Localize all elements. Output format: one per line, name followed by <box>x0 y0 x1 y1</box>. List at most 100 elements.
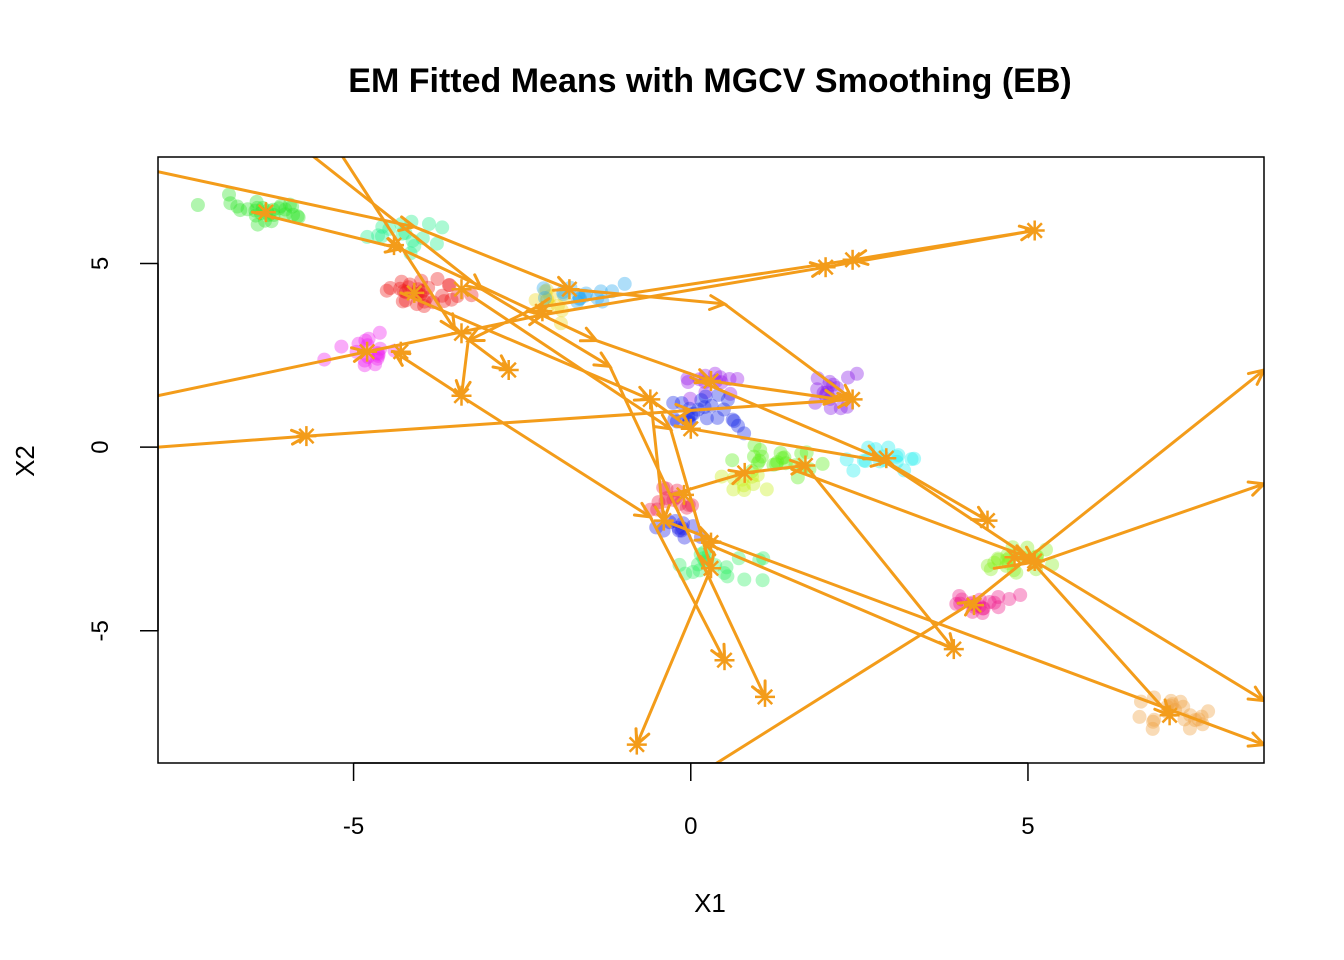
data-point-cluster-10 <box>846 463 861 478</box>
arrow-head <box>464 273 485 292</box>
data-point-cluster-1 <box>278 202 293 217</box>
y-axis-label: X2 <box>10 445 40 477</box>
fitted-mean-marker <box>626 734 647 755</box>
data-point-cluster-2 <box>407 239 422 253</box>
arrow-head <box>592 351 613 369</box>
fitted-mean-markers <box>255 202 1180 755</box>
data-point-cluster-12 <box>736 478 751 493</box>
fitted-mean-marker <box>451 279 472 300</box>
data-point-cluster-12 <box>737 483 752 497</box>
fitted-mean-marker <box>653 510 674 531</box>
data-point-cluster-9 <box>810 382 825 397</box>
fitted-mean-marker <box>451 385 472 406</box>
data-point-cluster-2 <box>375 229 389 244</box>
data-point-cluster-15 <box>755 573 770 588</box>
data-point-cluster-15 <box>720 569 735 584</box>
data-point-cluster-4 <box>557 289 572 304</box>
fitted-mean-marker <box>1004 547 1025 568</box>
mean-path-3 <box>158 397 855 449</box>
data-point-cluster-5 <box>617 276 632 291</box>
x-tick-label: 0 <box>684 813 697 840</box>
arrow-head <box>708 294 728 311</box>
fitted-mean-paths <box>158 157 1264 763</box>
x-axis: -5 0 5 <box>343 762 1035 840</box>
fitted-mean-marker <box>842 389 863 410</box>
data-point-cluster-8 <box>699 411 714 426</box>
data-point-cluster-6 <box>334 339 349 354</box>
data-point-cluster-1 <box>285 199 300 214</box>
data-point-cluster-2 <box>435 220 450 235</box>
data-point-cluster-1 <box>222 187 236 202</box>
data-point-cluster-12 <box>746 477 761 492</box>
fitted-mean-marker <box>701 558 721 579</box>
fitted-mean-marker <box>815 257 836 278</box>
arrow-head <box>632 501 654 519</box>
data-point-cluster-2 <box>422 217 436 231</box>
data-point-cluster-3 <box>393 281 408 296</box>
arrow-head <box>1246 685 1264 703</box>
data-point-cluster-16 <box>990 551 1005 566</box>
data-point-cluster-16 <box>991 552 1006 567</box>
fitted-mean-marker <box>714 650 735 671</box>
data-point-cluster-7 <box>698 385 713 400</box>
arrow-head <box>578 326 600 343</box>
data-point-cluster-16 <box>980 558 995 573</box>
fitted-mean-marker <box>357 341 378 362</box>
data-point-cluster-17 <box>952 589 967 603</box>
mean-path-10 <box>648 394 1264 747</box>
data-point-cluster-1 <box>230 199 245 214</box>
data-point-cluster-1 <box>290 209 305 224</box>
data-point-cluster-3 <box>395 294 410 309</box>
arrow-head <box>1246 731 1264 748</box>
data-point-cluster-3 <box>379 283 394 298</box>
data-point-cluster-18 <box>1147 712 1162 727</box>
data-point-cluster-11 <box>775 451 790 466</box>
data-point-cluster-12 <box>759 482 774 497</box>
data-point-cluster-3 <box>394 274 409 289</box>
data-point-cluster-15 <box>719 560 734 575</box>
fitted-mean-marker <box>734 462 755 483</box>
data-point-cluster-17 <box>1013 588 1028 602</box>
data-point-cluster-18 <box>1201 704 1216 719</box>
data-point-cluster-1 <box>233 203 248 218</box>
mean-path-2 <box>158 229 1037 398</box>
fitted-mean-marker <box>755 686 775 707</box>
data-point-cluster-18 <box>1132 709 1147 724</box>
data-point-cluster-11 <box>773 446 788 460</box>
data-point-cluster-18 <box>1173 694 1188 709</box>
data-point-cluster-8 <box>694 393 709 408</box>
fitted-mean-marker <box>532 301 553 322</box>
x-axis-label: X1 <box>694 888 726 918</box>
data-point-cluster-7 <box>730 372 745 386</box>
data-point-cluster-5 <box>536 281 551 296</box>
fitted-mean-marker <box>1159 705 1180 726</box>
data-point-cluster-17 <box>982 595 997 609</box>
fitted-mean-marker <box>977 510 998 531</box>
data-point-cluster-15 <box>686 565 700 579</box>
data-point-cluster-18 <box>1182 721 1197 736</box>
data-point-cluster-18 <box>1145 721 1160 736</box>
data-point-cluster-9 <box>841 370 855 385</box>
fitted-mean-marker <box>1024 220 1045 241</box>
y-tick-label: 5 <box>87 257 114 270</box>
data-point-cluster-6 <box>361 331 376 346</box>
data-point-cluster-11 <box>750 456 765 471</box>
data-point-cluster-8 <box>727 414 742 428</box>
fitted-mean-marker <box>451 323 472 344</box>
arrow-head <box>1246 368 1264 386</box>
data-point-cluster-11 <box>725 453 740 468</box>
data-point-cluster-18 <box>1146 714 1161 729</box>
x-tick-label: 5 <box>1021 813 1034 840</box>
arrow-head <box>674 402 695 420</box>
data-point-cluster-8 <box>666 395 681 410</box>
data-point-cluster-11 <box>747 449 761 464</box>
data-point-cluster-4 <box>539 283 554 298</box>
fitted-mean-marker <box>559 279 580 300</box>
data-point-cluster-1 <box>278 207 293 222</box>
data-point-cluster-2 <box>371 228 386 243</box>
fitted-mean-marker <box>964 595 984 616</box>
mean-path-5 <box>311 157 767 699</box>
fitted-mean-marker <box>680 418 701 439</box>
data-point-cluster-1 <box>291 210 306 225</box>
